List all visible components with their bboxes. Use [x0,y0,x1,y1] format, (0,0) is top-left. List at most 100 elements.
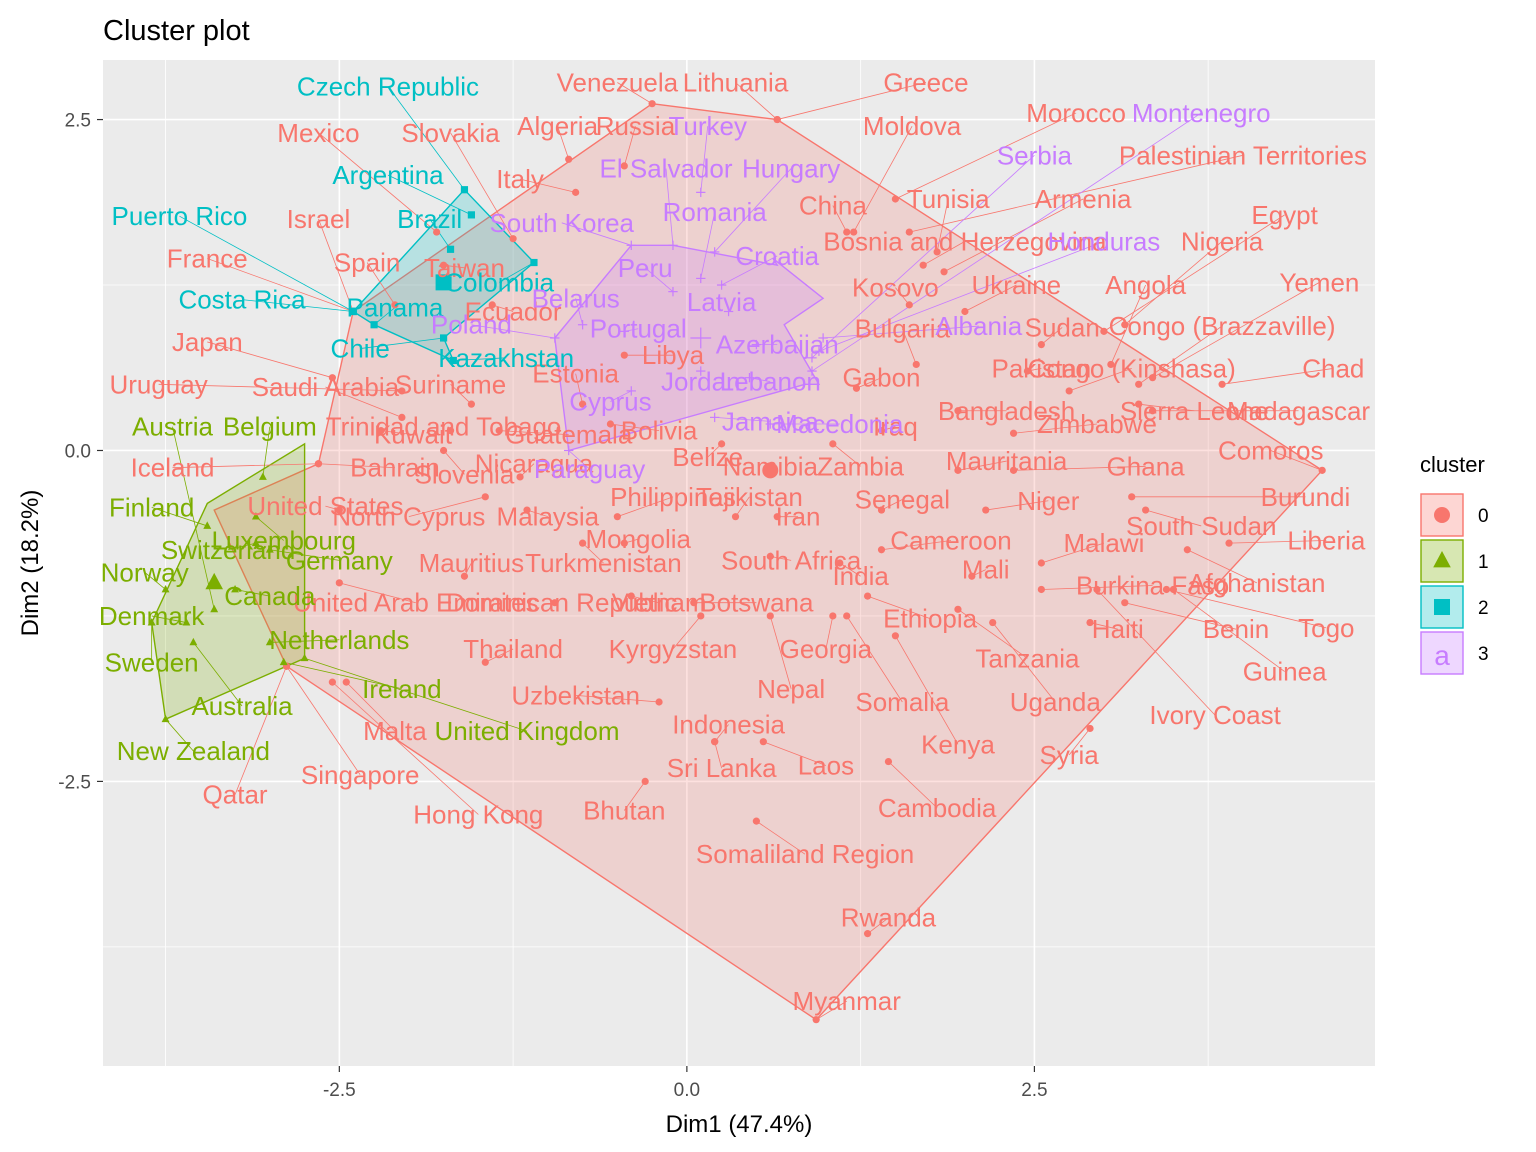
label-cambodia: Cambodia [878,793,997,823]
point-venezuela [648,100,656,108]
leader-malaysia [526,509,548,518]
point-libya [620,351,628,359]
leader-canada [234,589,270,597]
point-botswana [690,599,698,607]
leader-israel [318,218,354,312]
point-czech-republic [460,186,469,194]
point-nepal [766,612,774,620]
label-niger: Niger [1017,486,1079,516]
leader-germany [269,549,340,561]
label-tajikistan: Tajikistan [696,482,803,512]
label-norway: Norway [101,557,189,587]
label-paraguay: Paraguay [534,454,645,484]
label-honduras: Honduras [1048,226,1161,256]
label-lithuania: Lithuania [683,68,789,98]
leader-ivory-coast [1096,589,1216,716]
point-jordan [696,366,706,376]
leader-kuwait [380,430,414,435]
leader-cambodia [888,761,938,809]
legend-key-3 [1420,631,1464,675]
point-north-cyprus [481,493,489,501]
label-bhutan: Bhutan [583,796,665,826]
label-georgia: Georgia [780,634,873,664]
point-armenia [940,268,948,276]
leader-slovakia [450,132,514,239]
leader-russia [623,126,636,167]
leader-senegal [881,499,903,511]
point-togo [1162,585,1171,594]
label-palestinian-territories: Palestinian Territories [1119,140,1367,170]
leader-yemen [1152,282,1320,379]
label-sudan: Sudan [1025,312,1100,342]
point-gabon [852,384,861,392]
label-hungary: Hungary [742,154,840,184]
leader-tanzania [957,609,1028,659]
label-united-arab-emirates: United Arab Emirates [293,588,539,618]
leader-zimbabwe [1013,423,1098,434]
label-zimbabwe: Zimbabwe [1037,409,1157,439]
leader-iceland [172,463,319,469]
label-malta: Malta [363,716,427,746]
leader-morocco [895,112,1077,200]
label-armenia: Armenia [1035,184,1132,214]
label-burundi: Burundi [1261,482,1351,512]
leader-australia [193,642,243,707]
label-chile: Chile [331,334,390,364]
label-turkmenistan: Turkmenistan [525,548,682,578]
point-south-korea [626,240,636,250]
leader-croatia [721,255,778,286]
point-malawi [1037,559,1045,567]
point-croatia [716,280,727,290]
point-new-zealand [161,714,170,723]
leader-jamaica [714,416,771,422]
label-guatemala: Guatemala [505,420,633,450]
point-germany [265,545,274,553]
point-congo-brazzaville- [1135,380,1143,388]
leader-bulgaria [901,328,917,365]
label-austria: Austria [132,412,213,442]
point-philippines [613,513,621,521]
leader-turkey [700,126,709,193]
label-belarus: Belarus [532,283,620,313]
leader-north-cyprus [408,496,486,518]
y-tick-label: 0.0 [65,441,91,462]
leader-argentina [387,174,472,216]
leader-ukraine [964,284,1017,312]
leader-lebanon [749,377,771,383]
point-uganda [989,618,997,627]
legend-key-2 [1420,585,1464,629]
label-slovenia: Slovenia [415,459,515,489]
point-chile [439,334,448,342]
label-myanmar: Myanmar [793,986,902,1016]
label-uzbekistan: Uzbekistan [511,680,640,710]
point-comoros [1318,466,1326,474]
leader-malta [345,681,396,732]
point-romania [696,273,706,284]
leader-kazakhstan [453,357,507,361]
label-bahrain: Bahrain [350,453,440,483]
legend-marker-0 [1434,507,1450,523]
label-botswana: Botswana [699,588,814,618]
leader-haiti [1089,622,1118,630]
label-saudi-arabia: Saudi Arabia [252,372,400,402]
point-niger [982,506,990,514]
leader-france [207,258,354,312]
leader-bhutan [623,781,646,811]
leader-ireland [283,661,402,690]
leader-indonesia [714,724,729,742]
center-cluster-3 [690,327,712,349]
label-bangladesh: Bangladesh [938,396,1075,426]
label-serbia: Serbia [997,140,1073,170]
point-georgia [829,612,837,620]
label-laos: Laos [798,751,854,781]
point-cambodia [884,757,893,766]
point-peru [668,286,678,297]
axes: -2.5 0.0 2.5 -2.5 0.0 2.5 [58,111,1047,1101]
point-malta [342,678,350,686]
label-haiti: Haiti [1092,614,1144,644]
point-somaliland-region [752,817,760,825]
plot-panel [103,60,1375,1066]
leader-turkmenistan [582,542,604,564]
leader-uzbekistan [575,694,660,703]
